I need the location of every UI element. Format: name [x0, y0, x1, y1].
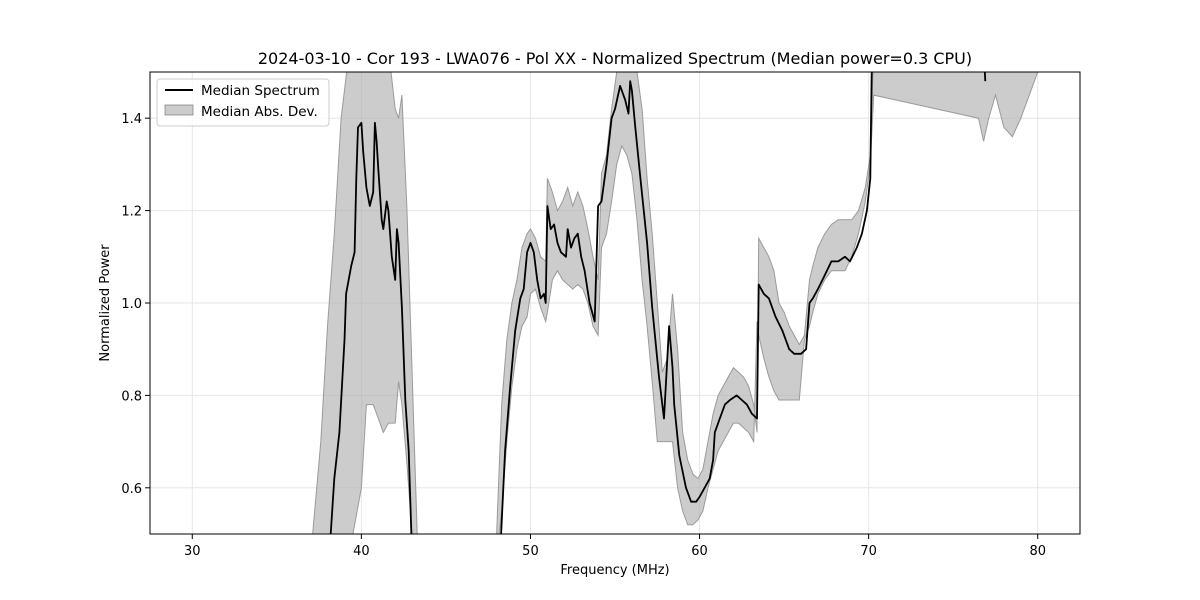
- x-tick-label: 70: [860, 544, 877, 559]
- legend-label-median-spectrum: Median Spectrum: [201, 83, 320, 99]
- x-axis-ticks: 30 40 50 60 70 80: [184, 534, 1046, 559]
- x-tick-label: 30: [184, 544, 201, 559]
- x-tick-label: 60: [691, 544, 708, 559]
- mad-band-layer: [312, 72, 1039, 534]
- x-tick-label: 80: [1029, 544, 1046, 559]
- legend-band-swatch: [164, 104, 194, 116]
- y-tick-label: 1.4: [121, 112, 142, 127]
- legend: Median Spectrum Median Abs. Dev.: [156, 78, 330, 127]
- median-line-layer: [329, 72, 987, 534]
- x-tick-label: 40: [353, 544, 370, 559]
- legend-box: [156, 78, 330, 127]
- y-tick-label: 1.0: [121, 297, 142, 312]
- legend-label-mad: Median Abs. Dev.: [201, 104, 318, 120]
- y-tick-label: 0.6: [121, 482, 142, 497]
- median-spectrum-line: [329, 72, 987, 534]
- y-tick-label: 0.8: [121, 389, 142, 404]
- y-tick-label: 1.2: [121, 205, 142, 220]
- chart-title: 2024-03-10 - Cor 193 - LWA076 - Pol XX -…: [258, 49, 972, 68]
- x-axis-label: Frequency (MHz): [560, 563, 669, 578]
- y-axis-label: Normalized Power: [98, 244, 113, 362]
- mad-band: [312, 72, 1039, 534]
- y-axis-ticks: 0.6 0.8 1.0 1.2 1.4: [121, 112, 150, 497]
- x-tick-label: 50: [522, 544, 539, 559]
